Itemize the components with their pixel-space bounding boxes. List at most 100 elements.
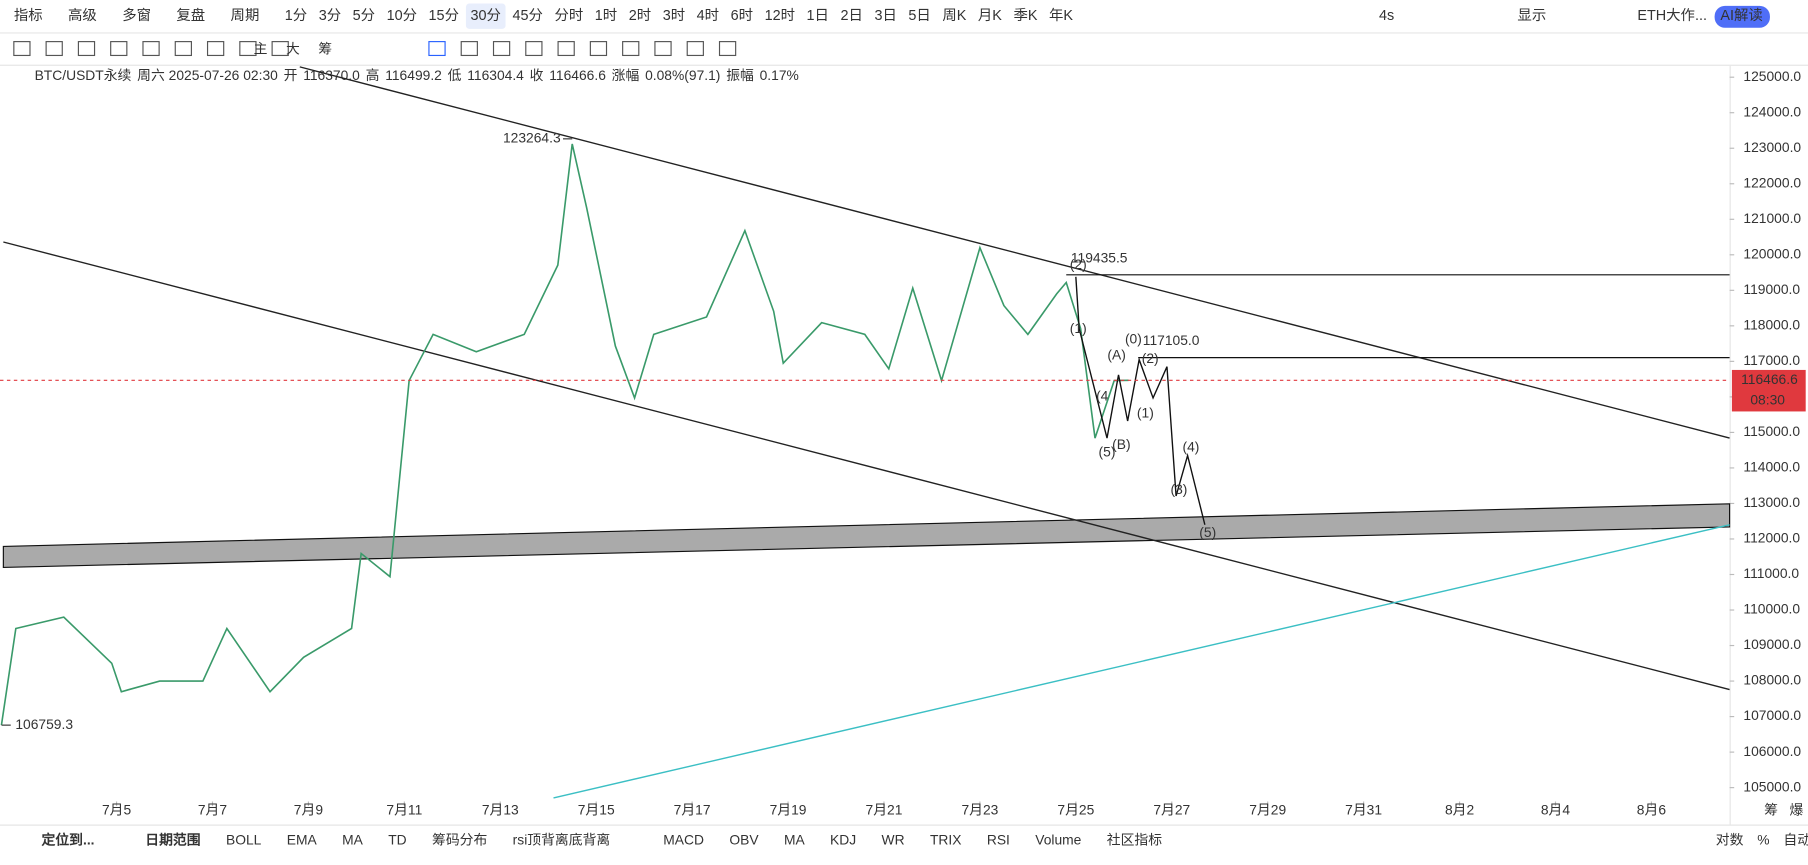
info-text: 116499.2 <box>385 67 442 83</box>
toolbar-item[interactable]: 月K <box>978 8 1002 24</box>
y-tick-label: 115000.0 <box>1743 423 1800 439</box>
draw-tool-icon[interactable] <box>13 41 31 57</box>
toolbar-item[interactable]: 5分 <box>353 7 375 24</box>
toolbar-item[interactable]: 周期 <box>231 7 260 24</box>
level-label: 117105.0 <box>1143 332 1200 348</box>
toolbar-item[interactable]: 45分 <box>512 7 542 24</box>
toolbar-item[interactable]: 季K <box>1013 7 1037 24</box>
indicator-tab[interactable]: KDJ <box>830 831 856 847</box>
toolbar-item[interactable]: 1日 <box>807 8 829 24</box>
wave-path <box>1075 276 1206 525</box>
x-tick-label: 7月11 <box>386 801 422 817</box>
draw-tool-icon[interactable] <box>110 41 128 57</box>
indicator-tab[interactable]: rsi顶背离底背离 <box>513 831 611 847</box>
x-tick-label: 7月21 <box>866 801 903 817</box>
toolbar-right[interactable]: ETH大作... <box>1637 7 1707 24</box>
toolbar-item[interactable]: 5日 <box>908 8 930 24</box>
draw-tool-icon[interactable] <box>718 41 737 57</box>
toolbar-item[interactable]: 2日 <box>840 8 862 24</box>
toolbar-item[interactable]: 分时 <box>554 7 583 24</box>
indicator-tab[interactable]: 社区指标 <box>1107 831 1162 847</box>
y-tick-label: 107000.0 <box>1743 707 1801 723</box>
toolbar-item[interactable]: 30分 <box>471 7 501 24</box>
indicator-tab[interactable]: OBV <box>729 831 759 847</box>
toolbar-item[interactable]: 15分 <box>429 7 459 24</box>
indicator-tab[interactable]: EMA <box>287 831 318 847</box>
toolbar-item[interactable]: 多窗 <box>122 6 151 24</box>
toolbar-item[interactable]: 周K <box>942 8 966 24</box>
draw-tool-icon[interactable] <box>460 41 478 57</box>
draw-tool-icon[interactable] <box>77 41 96 57</box>
toolbar-item[interactable]: 3分 <box>319 7 341 24</box>
y-tick-label: 120000.0 <box>1743 245 1801 261</box>
indicator-tab[interactable]: MA <box>784 831 806 847</box>
toolbar-item[interactable]: 指标 <box>14 7 43 24</box>
toolbar-right[interactable]: 4s <box>1379 8 1394 24</box>
indicator-tab[interactable]: TD <box>388 831 406 847</box>
draw-tool-icon[interactable] <box>525 41 543 57</box>
toolbar-item[interactable]: 6时 <box>731 7 753 24</box>
indicator-tab[interactable]: RSI <box>987 831 1010 847</box>
draw-tool-label[interactable]: 大 <box>286 40 300 56</box>
toolbar-item[interactable]: 12时 <box>765 7 795 24</box>
x-tick-label: 7月25 <box>1057 801 1094 817</box>
draw-tool-icon[interactable] <box>492 41 511 57</box>
wave-label: (4) <box>1182 439 1199 455</box>
toolbar-item[interactable]: 复盘 <box>176 6 205 24</box>
draw-tool-icon[interactable] <box>654 41 672 57</box>
y-tick-label: 108000.0 <box>1743 672 1801 688</box>
countdown: 08:30 <box>1750 392 1785 408</box>
indicator-tab[interactable]: WR <box>882 831 905 847</box>
toolbar-item[interactable]: 4时 <box>697 7 719 24</box>
draw-tool-icon[interactable] <box>622 41 640 57</box>
toolbar-item[interactable]: 1分 <box>285 7 307 24</box>
draw-tool-icon[interactable] <box>271 41 289 57</box>
draw-tool-icon[interactable] <box>589 41 608 57</box>
ai-button[interactable] <box>1714 5 1770 28</box>
extreme-label: 106759.3 <box>15 716 73 732</box>
draw-tool-icon[interactable] <box>428 41 446 57</box>
draw-tool-icon[interactable] <box>557 41 575 57</box>
indicator-tab[interactable]: TRIX <box>930 831 962 847</box>
toolbar-item[interactable]: 2时 <box>629 7 651 24</box>
bottom-left[interactable]: 日期范围 <box>145 831 200 847</box>
y-tick-label: 106000.0 <box>1743 743 1801 759</box>
draw-tool-icon[interactable] <box>239 41 257 57</box>
extreme-label: 123264.3 <box>503 130 561 146</box>
toolbar-item[interactable]: 1时 <box>595 7 617 24</box>
draw-tool-icon[interactable] <box>686 41 704 57</box>
draw-tool-label[interactable]: 主 <box>254 40 268 56</box>
bottom-right[interactable]: % <box>1757 831 1769 847</box>
indicator-tab[interactable]: 筹码分布 <box>432 831 487 847</box>
toolbar-item[interactable]: 10分 <box>387 7 417 24</box>
x-tick-label: 7月17 <box>674 801 711 817</box>
toolbar-item[interactable]: 3日 <box>874 8 896 24</box>
indicator-tab[interactable]: BOLL <box>226 831 262 847</box>
wave-label: (1) <box>1070 320 1087 336</box>
draw-tool-label[interactable]: 筹 <box>318 40 332 56</box>
y-tick-label: 111000.0 <box>1743 565 1799 581</box>
toolbar-right[interactable]: AI解读 <box>1720 7 1762 24</box>
draw-tool-icon[interactable] <box>206 41 225 57</box>
indicator-tab[interactable]: MACD <box>663 831 704 847</box>
info-text: 低 <box>448 67 462 83</box>
draw-tool-icon[interactable] <box>45 41 63 57</box>
bottom-right[interactable]: 自动 <box>1783 831 1808 847</box>
y-tick-label: 123000.0 <box>1743 139 1801 155</box>
y-tick-label: 112000.0 <box>1743 530 1800 546</box>
draw-tool-icon[interactable] <box>174 41 192 57</box>
toolbar-item[interactable]: 3时 <box>663 7 685 24</box>
indicator-tab[interactable]: MA <box>342 831 364 847</box>
indicator-tab[interactable]: Volume <box>1035 831 1081 847</box>
bottom-left[interactable]: 定位到... <box>42 831 95 847</box>
toolbar-item[interactable]: 年K <box>1049 7 1073 24</box>
toolbar-right[interactable]: 显示 <box>1517 8 1546 24</box>
toolbar-item[interactable]: 高级 <box>68 7 97 24</box>
draw-tool-icon[interactable] <box>142 41 160 57</box>
bottom-right[interactable]: 对数 <box>1716 831 1744 847</box>
x-tick-label: 7月29 <box>1249 801 1286 817</box>
info-text: 周六 2025-07-26 02:30 <box>137 67 278 83</box>
info-text: 116304.4 <box>467 67 524 83</box>
support-band <box>2 503 1731 568</box>
x-tick-label: 7月19 <box>770 801 807 817</box>
